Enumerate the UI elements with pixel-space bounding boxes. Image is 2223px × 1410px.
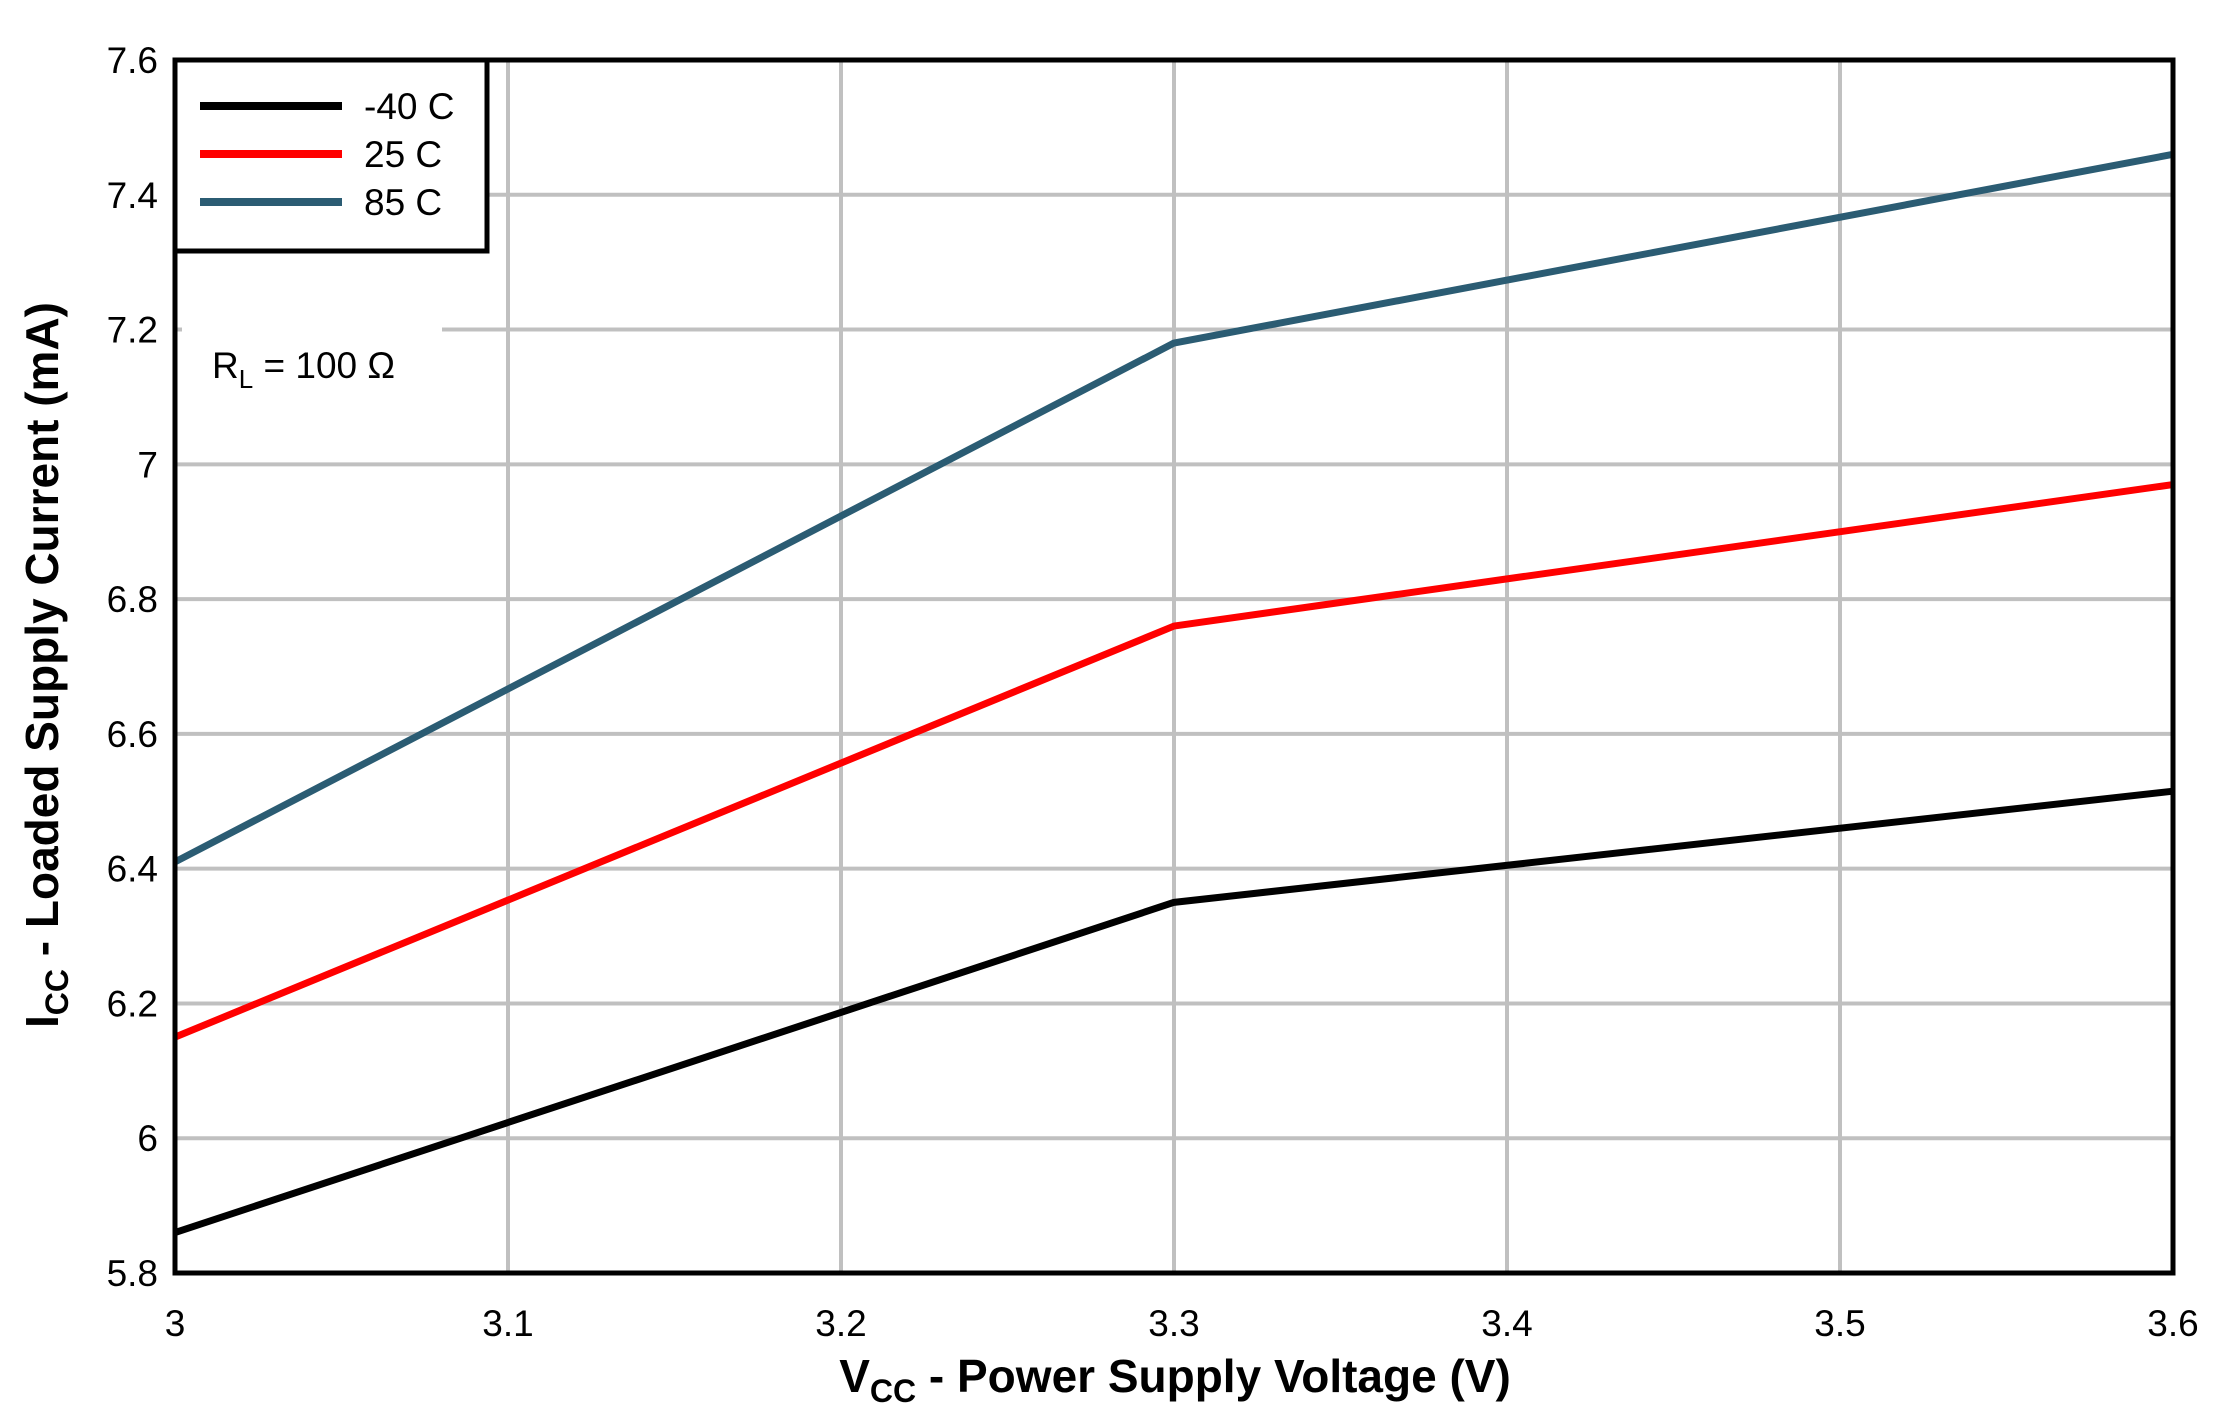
- y-axis-label: ICC - Loaded Supply Current (mA): [16, 302, 75, 1028]
- y-tick-label: 6.6: [107, 714, 158, 755]
- y-tick-label: 6.8: [107, 579, 158, 620]
- series-lines: [173, 150, 2174, 1236]
- x-tick-label: 3.1: [482, 1303, 533, 1344]
- x-tick-label: 3.3: [1148, 1303, 1199, 1344]
- annotation: RL = 100 Ω: [182, 318, 442, 398]
- x-axis-label: VCC - Power Supply Voltage (V): [839, 1350, 1511, 1409]
- y-tick-label: 7.2: [107, 310, 158, 351]
- series-line-1: [173, 481, 2174, 1041]
- x-tick-label: 3.5: [1814, 1303, 1865, 1344]
- x-tick-label: 3.2: [815, 1303, 866, 1344]
- plot-frame: [172, 57, 2176, 1276]
- y-tick-label: 5.8: [107, 1253, 158, 1294]
- y-tick-label: 6: [137, 1118, 158, 1159]
- y-tick-label: 6.4: [107, 849, 158, 890]
- legend-label: 25 C: [364, 134, 442, 175]
- y-tick-label: 7: [137, 444, 158, 485]
- y-tick-label: 7.4: [107, 175, 158, 216]
- x-tick-label: 3: [165, 1303, 186, 1344]
- legend-label: -40 C: [364, 86, 454, 127]
- x-tick-label: 3.6: [2147, 1303, 2198, 1344]
- y-tick-label: 7.6: [107, 40, 158, 81]
- series-line-0: [173, 787, 2174, 1236]
- legend: -40 C 25 C 85 C: [172, 57, 490, 254]
- x-tick-label: 3.4: [1481, 1303, 1532, 1344]
- annotation-text: RL = 100 Ω: [212, 345, 395, 394]
- series-line-2: [173, 150, 2174, 866]
- y-tick-label: 6.2: [107, 983, 158, 1024]
- x-tick-labels: 3 3.1 3.2 3.3 3.4 3.5 3.6: [165, 1303, 2199, 1344]
- y-tick-labels: 5.8 6 6.2 6.4 6.6 6.8 7 7.2 7.4 7.6: [107, 40, 158, 1294]
- legend-label: 85 C: [364, 182, 442, 223]
